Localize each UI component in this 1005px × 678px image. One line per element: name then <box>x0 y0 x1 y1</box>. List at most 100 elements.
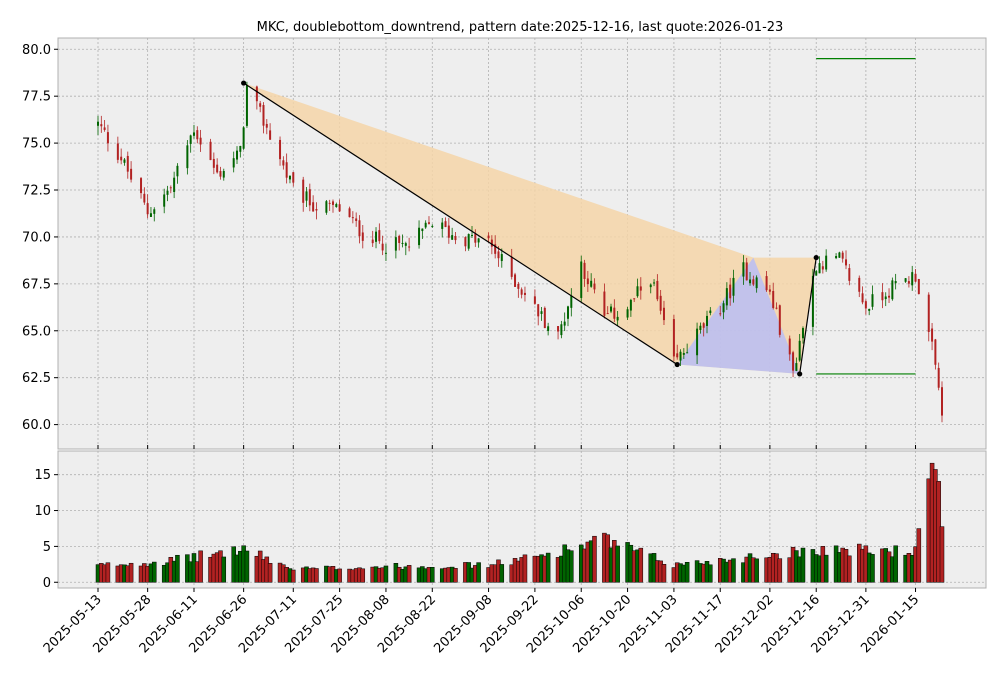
candle-body <box>500 254 503 262</box>
candle-body <box>302 179 305 203</box>
candle-body <box>454 235 457 241</box>
candle-body <box>394 237 397 251</box>
candle-body <box>308 189 311 206</box>
candle-body <box>520 289 523 295</box>
candle-body <box>778 305 781 335</box>
candle-body <box>245 85 248 126</box>
pattern-point <box>797 371 803 377</box>
candle-body <box>798 340 801 361</box>
candle-body <box>97 121 99 126</box>
candle-body <box>335 204 338 207</box>
candle-body <box>570 295 573 308</box>
candle-body <box>616 316 619 321</box>
candle-body <box>845 259 848 266</box>
candle-body <box>745 262 748 281</box>
candle-body <box>378 230 381 242</box>
pattern-point <box>813 254 819 261</box>
candle-body <box>861 293 864 303</box>
volume-bar <box>105 562 111 583</box>
candle-body <box>140 178 143 194</box>
candle-body <box>444 221 447 228</box>
candle-body <box>361 232 364 241</box>
candle-body <box>610 306 613 312</box>
candle-body <box>911 272 914 286</box>
volume-bar <box>430 567 435 583</box>
candle-body <box>232 158 235 168</box>
candle-body <box>490 239 493 247</box>
candle-body <box>255 86 258 102</box>
volume-bar <box>221 556 227 583</box>
volume-tick-label: 0 <box>43 576 51 591</box>
candle-body <box>186 145 189 169</box>
volume-bar <box>198 550 203 583</box>
candle-body <box>699 325 702 330</box>
pattern-line <box>243 82 678 366</box>
candle-body <box>421 228 424 232</box>
pattern-inner-fill <box>677 257 800 374</box>
candle-body <box>653 282 656 284</box>
candle-body <box>153 209 156 214</box>
candle-body <box>848 268 851 281</box>
candle-body <box>143 193 146 203</box>
candle-body <box>818 263 821 274</box>
pattern-fill <box>243 83 817 374</box>
candle-body <box>732 277 735 296</box>
candle-body <box>537 304 540 317</box>
candle-body <box>523 292 526 295</box>
candle-body <box>510 256 513 277</box>
candle-body <box>176 165 179 177</box>
candle-body <box>729 284 732 299</box>
candle-body <box>775 307 778 309</box>
candle-body <box>722 303 725 313</box>
volume-bar <box>708 564 713 583</box>
volume-bar <box>314 568 319 583</box>
candle-body <box>381 243 384 251</box>
candle-body <box>580 261 583 298</box>
candle-body <box>888 295 891 298</box>
price-tick-label: 60.0 <box>22 418 51 433</box>
volume-bar <box>291 569 296 583</box>
candle-body <box>262 105 265 126</box>
candle-body <box>884 296 887 300</box>
candle-body <box>116 143 119 160</box>
candle-body <box>130 168 133 180</box>
candle-body <box>801 328 804 339</box>
volume-bar <box>893 545 898 583</box>
candle-body <box>375 231 378 242</box>
candle-body <box>792 352 795 371</box>
candle-body <box>219 171 222 177</box>
candle-body <box>331 201 334 205</box>
candle-body <box>765 276 768 291</box>
candle-body <box>242 127 245 149</box>
candle-body <box>603 291 606 316</box>
candle-body <box>811 275 814 327</box>
volume-tick-label: 10 <box>34 504 51 519</box>
volume-bar <box>337 568 342 583</box>
candle-body <box>815 271 818 276</box>
candle-body <box>676 353 679 358</box>
candle-body <box>477 238 480 243</box>
candle-body <box>315 209 318 211</box>
candle-body <box>149 213 152 217</box>
candle-body <box>120 156 123 161</box>
candle-body <box>404 243 407 246</box>
candle-body <box>639 286 642 291</box>
volume-tick-label: 15 <box>34 468 51 483</box>
candle-body <box>328 202 331 204</box>
candle-body <box>474 233 477 243</box>
volume-bar <box>244 550 250 583</box>
volume-bar <box>592 535 597 583</box>
price-tick-label: 75.0 <box>22 137 51 152</box>
candle-body <box>540 311 543 314</box>
volume-bar <box>360 568 366 583</box>
candle-body <box>941 387 943 416</box>
candle-body <box>825 255 828 270</box>
candle-body <box>196 130 199 140</box>
candle-body <box>649 284 652 288</box>
candle-body <box>209 141 212 161</box>
volume-bar <box>499 564 505 583</box>
candle-body <box>583 262 586 279</box>
candle-body <box>838 252 841 258</box>
candle-body <box>613 307 616 319</box>
